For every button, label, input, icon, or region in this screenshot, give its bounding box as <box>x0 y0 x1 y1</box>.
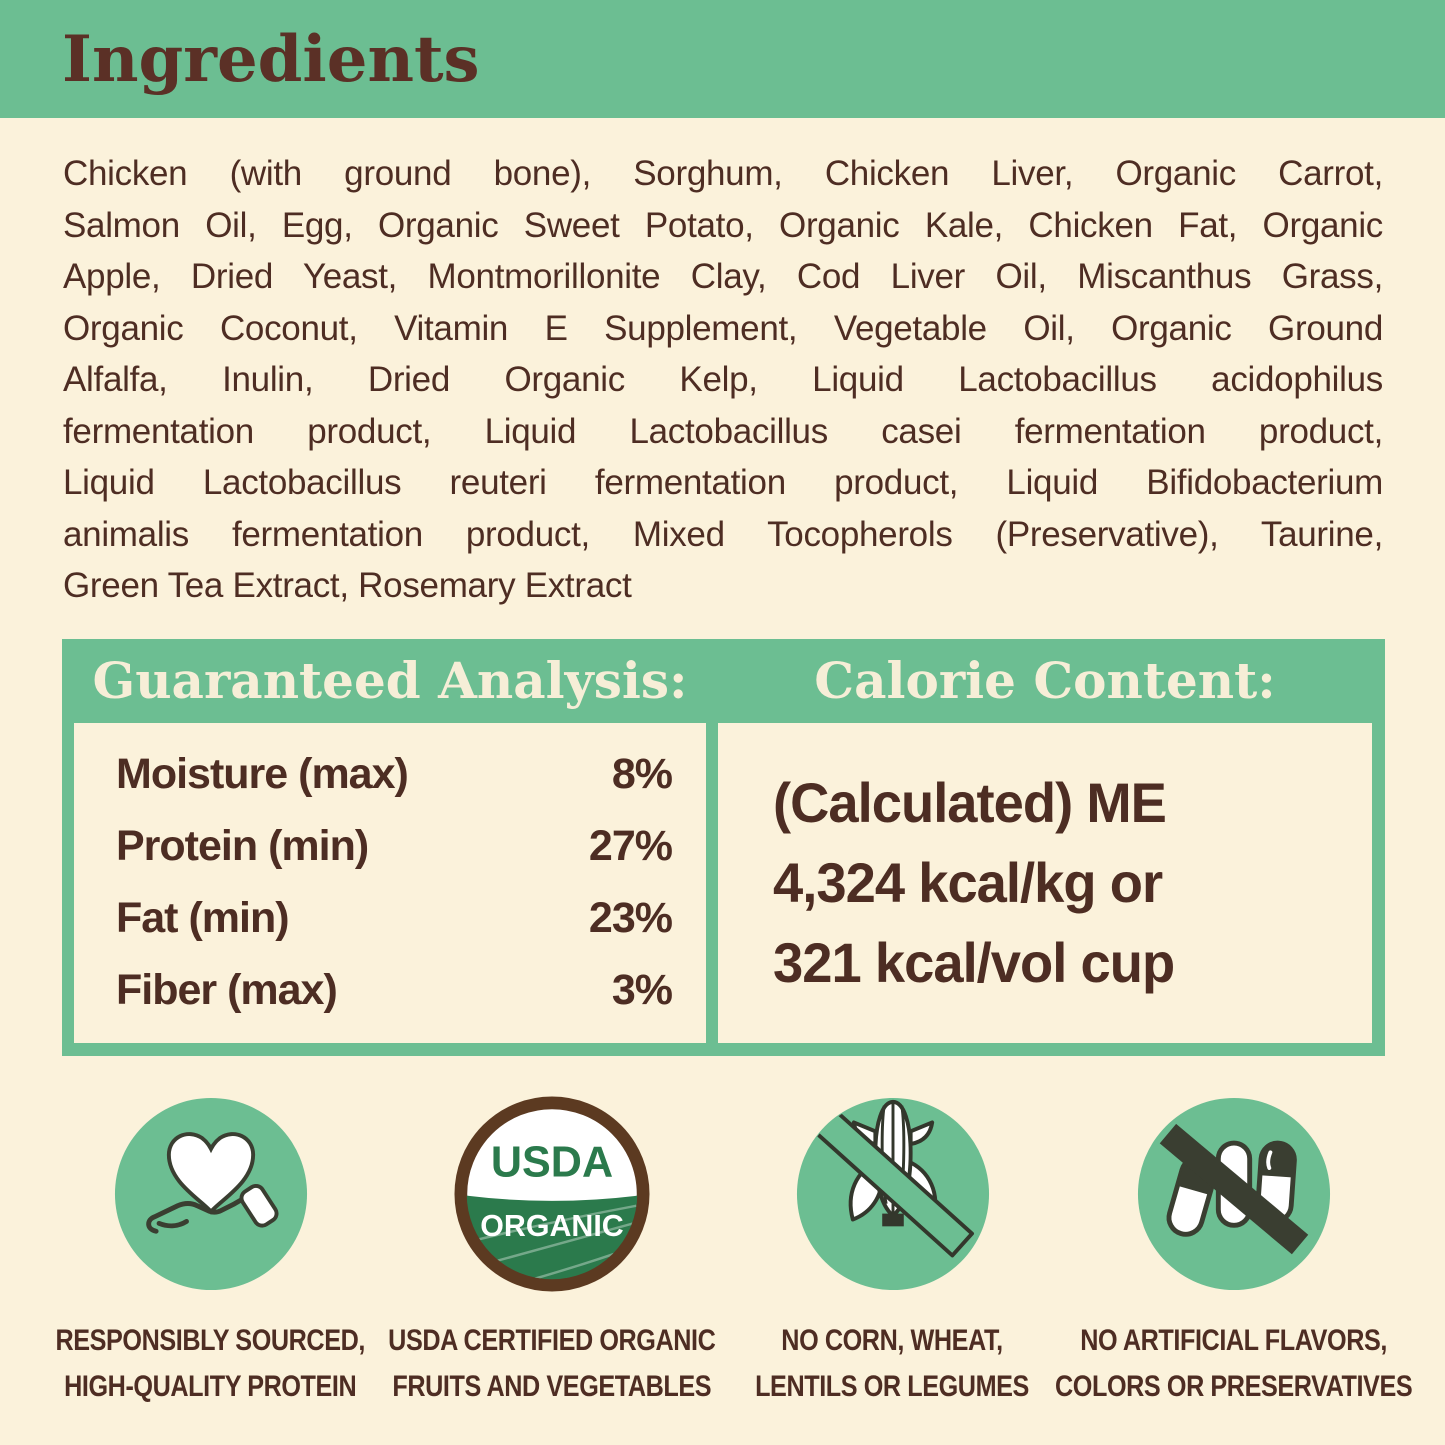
badge-caption: RESPONSIBLY SOURCED, HIGH-QUALITY PROTEI… <box>55 1318 366 1410</box>
usda-organic-seal-icon: USDA ORGANIC <box>453 1095 650 1292</box>
ingredients-line: Liquid Lactobacillus reuteri fermentatio… <box>63 463 1383 502</box>
usda-seal-bottom-text: ORGANIC <box>480 1209 624 1243</box>
header-band: Ingredients <box>0 0 1445 118</box>
badge-caption-line: HIGH-QUALITY PROTEIN <box>64 1369 357 1403</box>
calorie-line: 4,324 kcal/kg or <box>773 850 1163 914</box>
badge-caption: USDA CERTIFIED ORGANIC FRUITS AND VEGETA… <box>387 1318 716 1410</box>
table-row: Fiber (max) 3% <box>74 966 706 1015</box>
ingredients-line: Apple, Dried Yeast, Montmorillonite Clay… <box>63 257 1383 296</box>
badge-caption-line: NO CORN, WHEAT, <box>781 1323 1004 1357</box>
badge-caption-line: FRUITS AND VEGETABLES <box>392 1369 711 1403</box>
guaranteed-analysis-title: Guaranteed Analysis: <box>92 651 688 710</box>
badge-caption-line: NO ARTIFICIAL FLAVORS, <box>1080 1323 1387 1357</box>
no-pills-icon <box>1136 1096 1332 1292</box>
badge-caption-line: LENTILS OR LEGUMES <box>755 1369 1030 1403</box>
ingredients-line: Green Tea Extract, Rosemary Extract <box>63 566 632 605</box>
guaranteed-analysis-table: Moisture (max) 8% Protein (min) 27% Fat … <box>74 722 706 1043</box>
ingredients-line: fermentation product, Liquid Lactobacill… <box>63 411 1383 451</box>
table-row: Protein (min) 27% <box>74 822 706 871</box>
page-title: Ingredients <box>62 21 480 97</box>
feature-badges-row: RESPONSIBLY SOURCED, HIGH-QUALITY PROTEI… <box>40 1095 1413 1410</box>
panel-body: Moisture (max) 8% Protein (min) 27% Fat … <box>74 722 1372 1043</box>
ingredients-line: Organic Coconut, Vitamin E Supplement, V… <box>63 308 1383 348</box>
ingredients-line: Salmon Oil, Egg, Organic Sweet Potato, O… <box>63 205 1383 245</box>
badge-usda-organic: USDA ORGANIC USDA CERTIFIED ORGANIC FRUI… <box>381 1095 722 1410</box>
badge-responsibly-sourced: RESPONSIBLY SOURCED, HIGH-QUALITY PROTEI… <box>40 1096 381 1410</box>
analysis-calorie-panel: Guaranteed Analysis: Calorie Content: Mo… <box>62 638 1385 1056</box>
badge-caption-line: COLORS OR PRESERVATIVES <box>1054 1369 1413 1403</box>
analysis-value: 3% <box>611 966 673 1014</box>
usda-seal-top-text: USDA <box>490 1138 612 1186</box>
calorie-content-box: (Calculated) ME 4,324 kcal/kg or 321 kca… <box>718 722 1372 1043</box>
ingredients-line: Chicken (with ground bone), Sorghum, Chi… <box>63 154 1383 193</box>
analysis-value: 23% <box>588 894 673 942</box>
badge-caption-line: USDA CERTIFIED ORGANIC <box>387 1323 716 1357</box>
badge-no-corn: NO CORN, WHEAT, LENTILS OR LEGUMES <box>722 1096 1063 1410</box>
badge-caption-line: RESPONSIBLY SOURCED, <box>55 1323 366 1357</box>
panel-headers: Guaranteed Analysis: Calorie Content: <box>74 639 1372 723</box>
analysis-label: Fat (min) <box>116 894 290 942</box>
ingredients-line: Alfalfa, Inulin, Dried Organic Kelp, Liq… <box>63 360 1383 399</box>
ingredients-paragraph: Chicken (with ground bone), Sorghum, Chi… <box>63 148 1383 612</box>
heart-in-hand-icon <box>113 1096 309 1292</box>
analysis-label: Fiber (max) <box>116 966 338 1014</box>
analysis-label: Protein (min) <box>116 822 369 870</box>
analysis-value: 27% <box>588 822 673 870</box>
calorie-line: 321 kcal/vol cup <box>773 930 1175 994</box>
table-row: Fat (min) 23% <box>74 894 706 943</box>
analysis-value: 8% <box>611 750 673 798</box>
badge-caption: NO ARTIFICIAL FLAVORS, COLORS OR PRESERV… <box>1054 1318 1413 1410</box>
no-corn-icon <box>795 1096 991 1292</box>
ingredients-line: animalis fermentation product, Mixed Toc… <box>63 514 1383 554</box>
analysis-label: Moisture (max) <box>116 750 409 798</box>
calorie-line: (Calculated) ME <box>773 770 1167 834</box>
badge-no-artificial: NO ARTIFICIAL FLAVORS, COLORS OR PRESERV… <box>1055 1096 1413 1410</box>
table-row: Moisture (max) 8% <box>74 750 706 799</box>
calorie-content-title: Calorie Content: <box>814 651 1276 710</box>
badge-caption: NO CORN, WHEAT, LENTILS OR LEGUMES <box>756 1318 1030 1410</box>
